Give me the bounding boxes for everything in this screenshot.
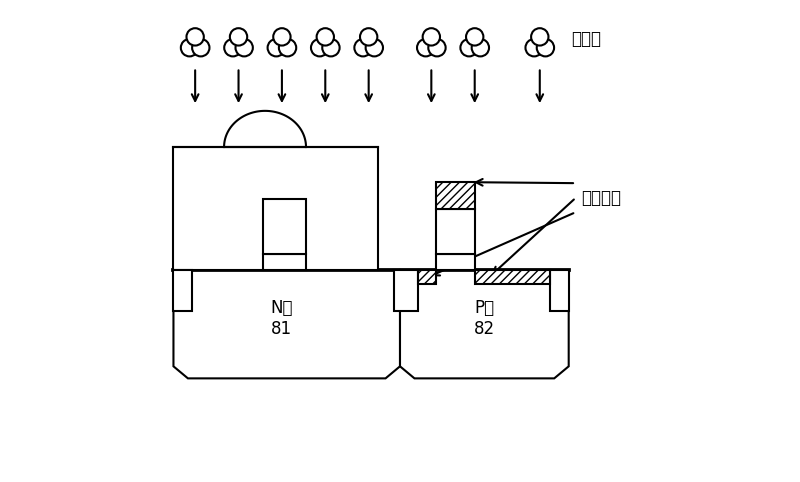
Polygon shape bbox=[418, 270, 436, 284]
Polygon shape bbox=[174, 270, 192, 311]
Text: 83: 83 bbox=[445, 223, 466, 241]
Circle shape bbox=[531, 28, 549, 45]
Circle shape bbox=[526, 39, 543, 56]
Text: 83: 83 bbox=[274, 218, 295, 236]
Text: 85: 85 bbox=[550, 283, 568, 297]
Polygon shape bbox=[262, 199, 306, 254]
Circle shape bbox=[466, 28, 483, 45]
Circle shape bbox=[230, 28, 247, 45]
Circle shape bbox=[186, 28, 204, 45]
Text: 84: 84 bbox=[447, 256, 463, 268]
Text: 碳基团: 碳基团 bbox=[571, 29, 601, 48]
Circle shape bbox=[422, 28, 440, 45]
Text: 85: 85 bbox=[174, 283, 191, 297]
Text: 85: 85 bbox=[398, 283, 415, 297]
Text: N阱
81: N阱 81 bbox=[270, 299, 293, 337]
Circle shape bbox=[537, 39, 554, 56]
Polygon shape bbox=[400, 270, 569, 378]
Circle shape bbox=[360, 28, 378, 45]
Polygon shape bbox=[436, 209, 474, 254]
Polygon shape bbox=[436, 182, 474, 209]
Circle shape bbox=[267, 39, 285, 56]
Polygon shape bbox=[436, 254, 474, 270]
Text: P阱
82: P阱 82 bbox=[474, 299, 495, 337]
Polygon shape bbox=[262, 254, 306, 270]
Circle shape bbox=[472, 39, 489, 56]
Circle shape bbox=[192, 39, 210, 56]
Polygon shape bbox=[174, 147, 378, 270]
Circle shape bbox=[460, 39, 478, 56]
Circle shape bbox=[235, 39, 253, 56]
Polygon shape bbox=[174, 270, 400, 378]
Circle shape bbox=[322, 39, 340, 56]
Circle shape bbox=[354, 39, 372, 56]
Polygon shape bbox=[550, 270, 569, 311]
Circle shape bbox=[366, 39, 383, 56]
Polygon shape bbox=[474, 270, 550, 284]
Circle shape bbox=[224, 39, 242, 56]
Circle shape bbox=[417, 39, 434, 56]
Circle shape bbox=[274, 28, 290, 45]
Text: 84: 84 bbox=[276, 256, 292, 268]
Circle shape bbox=[279, 39, 296, 56]
Text: 非晶化层: 非晶化层 bbox=[581, 188, 621, 207]
Circle shape bbox=[311, 39, 328, 56]
Text: 86
PR: 86 PR bbox=[188, 189, 212, 228]
Circle shape bbox=[428, 39, 446, 56]
Polygon shape bbox=[394, 270, 418, 311]
Circle shape bbox=[181, 39, 198, 56]
Circle shape bbox=[317, 28, 334, 45]
